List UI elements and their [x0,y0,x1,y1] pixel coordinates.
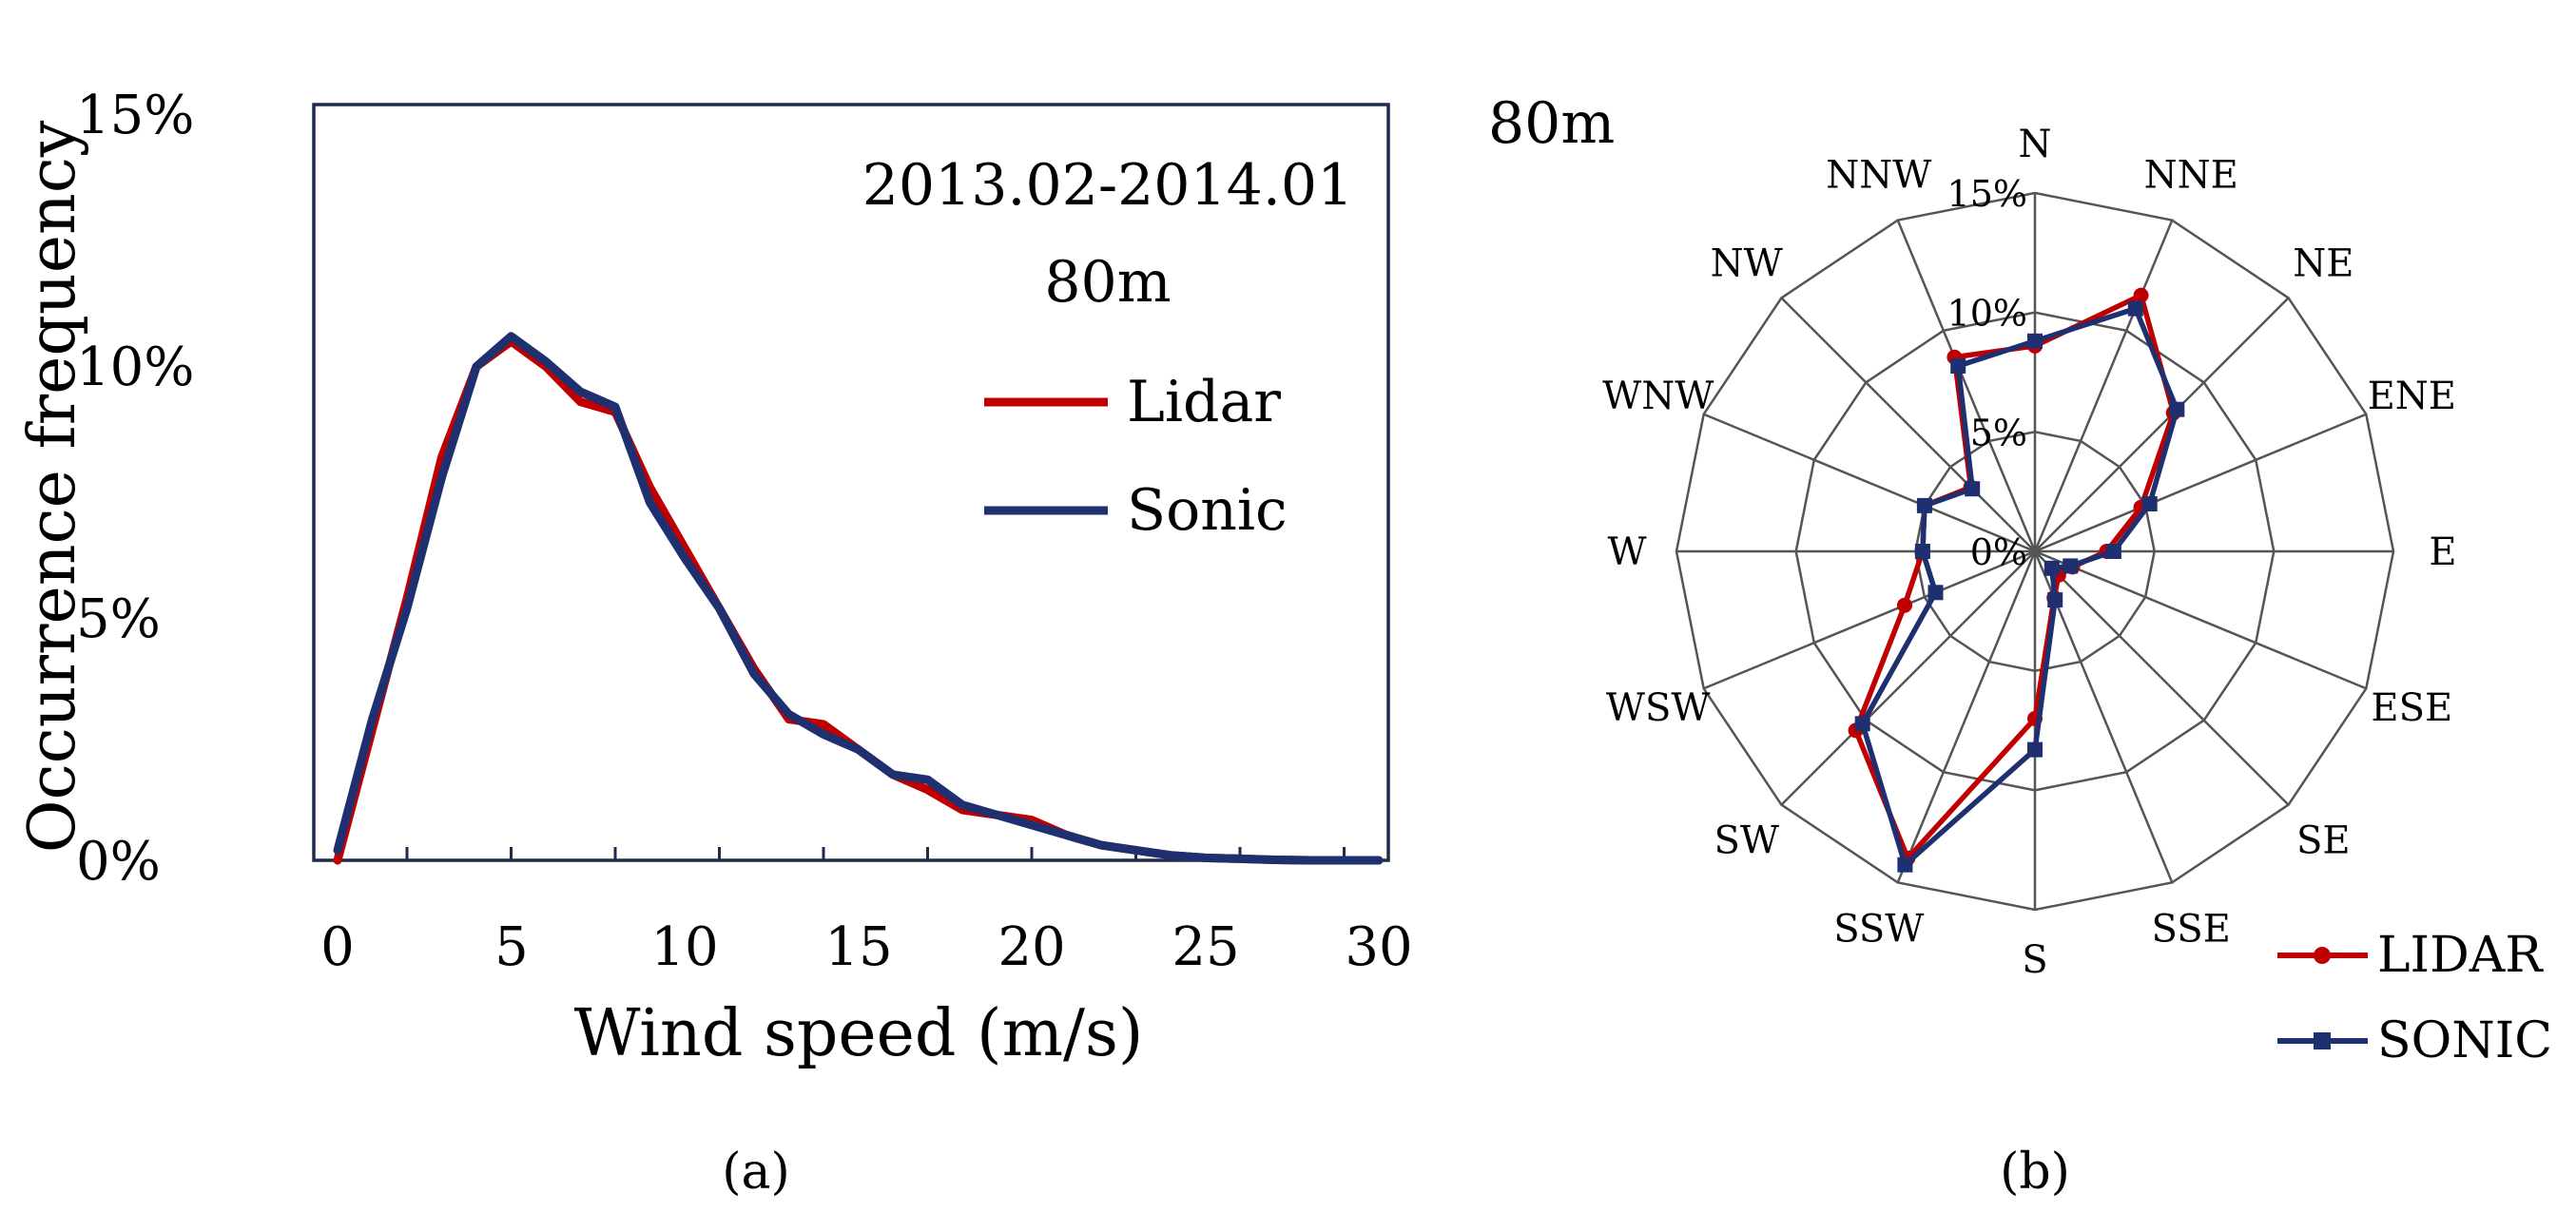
radar-radial-labels: 0% 5% 10% 15% [1947,173,2027,573]
radar-point-sonic [1897,857,1913,873]
radar-grid [1675,191,2395,912]
legend-label-sonic: Sonic [1127,477,1288,544]
x-axis-title: Wind speed (m/s) [574,996,1144,1071]
radar-point-sonic [2141,496,2158,511]
radar-point-sonic [2043,560,2060,576]
radar-spoke [1703,413,2036,553]
radar-spoke [1703,549,2036,690]
direction-label: WSW [1606,686,1711,730]
x-tick-label: 0 [320,916,355,978]
panel-label-b: (b) [2000,1144,2070,1201]
direction-label: SSW [1833,907,1924,951]
legend-marker-lidar [2314,947,2331,964]
x-tick-label: 15 [824,916,892,978]
radar-spoke [2034,550,2290,806]
radar-point-sonic [1914,544,1930,559]
plot-frame [312,103,1390,862]
radar-point-sonic [2169,401,2185,417]
x-tick-label: 10 [650,916,718,978]
direction-label: SW [1714,818,1779,862]
radar-spoke [1780,550,2036,806]
radar-point-sonic [2105,544,2121,559]
radar-spoke [2034,413,2367,553]
date-range-annotation: 2013.02-2014.01 [862,152,1354,219]
radial-tick-label: 5% [1970,412,2027,453]
direction-label: WNW [1602,375,1714,418]
y-tick-label: 5% [76,588,161,650]
direction-label: NNW [1826,154,1931,198]
radar-point-sonic [2047,592,2063,608]
radar-point-sonic [2127,300,2143,317]
legend-label-lidar-radar: LIDAR [2377,927,2544,984]
series-line-sonic [333,332,1384,865]
radar-point-sonic [1950,358,1966,374]
radar-point-sonic [1965,481,1981,497]
radar-spoke [1780,297,2036,552]
legend-label-sonic-radar: SONIC [2377,1012,2552,1069]
radar-point-sonic [1916,497,1932,513]
radar-title: 80m [1488,90,1615,157]
direction-label: NW [1711,242,1783,286]
height-annotation: 80m [1044,249,1171,316]
radar-spoke [1896,550,2037,883]
radar-point-sonic [2027,333,2043,349]
x-tick-label: 30 [1345,916,1412,978]
direction-label: SSE [2152,907,2231,951]
radar-point-lidar [1897,597,1912,613]
radar-series-group [1848,287,2185,873]
y-axis-title: Occurrence frequency [15,120,90,853]
radial-tick-label: 0% [1970,531,2027,573]
direction-label: S [2022,938,2047,982]
radar-direction-labels: N NNE NE ENE E ESE SE SSE S SSW SW WSW W… [1602,123,2457,982]
legend-marker-sonic [2314,1032,2331,1049]
y-tick-label: 15% [76,85,194,146]
direction-label: SE [2296,818,2351,862]
radar-spoke [1896,220,2037,552]
radar-point-sonic [1927,585,1944,601]
radar-chart-panel: 80m 0% 5% 10% 15% N NNE NE ENE E ESE SE … [1488,90,2552,1201]
line-series-group [333,332,1384,865]
radial-tick-label: 15% [1947,173,2027,215]
radar-point-sonic [2027,741,2043,758]
radar-point-sonic [1854,716,1870,732]
radar-point-sonic [2063,558,2079,574]
panel-label-a: (a) [722,1144,790,1201]
x-tick-label: 20 [997,916,1065,978]
x-tick-label: 5 [494,916,529,978]
line-chart-panel: 15% 10% 5% 0% 0 5 10 15 20 25 30 Wind sp… [15,85,1413,1201]
radar-spoke [2034,549,2367,690]
direction-label: ESE [2371,686,2452,730]
direction-label: W [1607,530,1646,574]
y-tick-label: 10% [76,337,194,398]
direction-label: NNE [2144,154,2238,198]
radial-tick-label: 10% [1947,293,2027,335]
legend-label-lidar: Lidar [1127,369,1281,435]
direction-label: ENE [2368,375,2456,418]
radar-spoke [2034,297,2290,552]
direction-label: N [2019,123,2052,166]
x-tick-label: 25 [1172,916,1239,978]
radar-point-lidar [2133,287,2149,303]
radar-spoke [2033,220,2174,552]
direction-label: NE [2293,242,2353,286]
y-tick-label: 0% [76,831,161,893]
direction-label: E [2429,530,2456,574]
